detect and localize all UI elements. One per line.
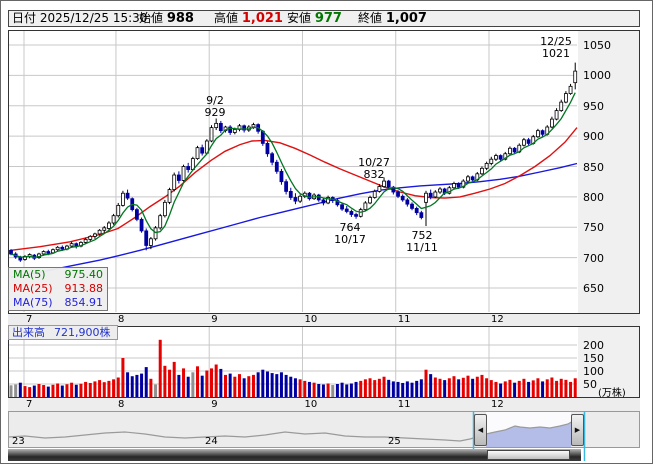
ma75-label: MA(75) <box>13 296 53 309</box>
close-label: 終値 <box>358 11 383 25</box>
volume-xaxis-row <box>8 398 640 411</box>
range-right-handle[interactable]: ▶ <box>571 414 584 446</box>
volume-value: 721,900株 <box>54 326 111 339</box>
scrollbar-track[interactable] <box>8 449 581 461</box>
open-value: 988 <box>166 11 194 26</box>
high-label: 高値 <box>214 11 239 25</box>
ma25-value: 913.88 <box>64 282 104 295</box>
close-value: 1,007 <box>385 11 427 26</box>
date-label: 日付 <box>12 11 37 25</box>
low-label: 安値 <box>287 11 312 25</box>
volume-axis-column <box>578 326 640 398</box>
price-xaxis-row <box>8 314 640 326</box>
overview-timeline-panel[interactable] <box>8 411 640 448</box>
ma-legend-box: MA(5) 975.40 MA(25) 913.88 MA(75) 854.91 <box>8 267 108 311</box>
ma5-value: 975.40 <box>64 268 104 281</box>
right-arrow-icon: ▶ <box>574 426 581 434</box>
ma5-label: MA(5) <box>13 268 46 281</box>
ma25-label: MA(25) <box>13 282 53 295</box>
left-arrow-icon: ◀ <box>477 426 484 434</box>
high-value: 1,021 <box>241 11 283 26</box>
quote-header-bar: 日付 2025/12/25 15:30 始値 988 高値 1,021 安値 9… <box>8 10 640 27</box>
open-label: 始値 <box>139 11 164 25</box>
volume-label: 出来高 <box>12 326 45 339</box>
date-value: 2025/12/25 15:30 <box>39 11 148 25</box>
scrollbar-thumb[interactable] <box>487 450 570 460</box>
range-left-handle[interactable]: ◀ <box>474 414 487 446</box>
ma75-value: 854.91 <box>64 296 104 309</box>
low-value: 977 <box>314 11 342 26</box>
price-axis-column <box>578 30 640 314</box>
volume-header-box: 出来高 721,900株 <box>8 325 118 340</box>
